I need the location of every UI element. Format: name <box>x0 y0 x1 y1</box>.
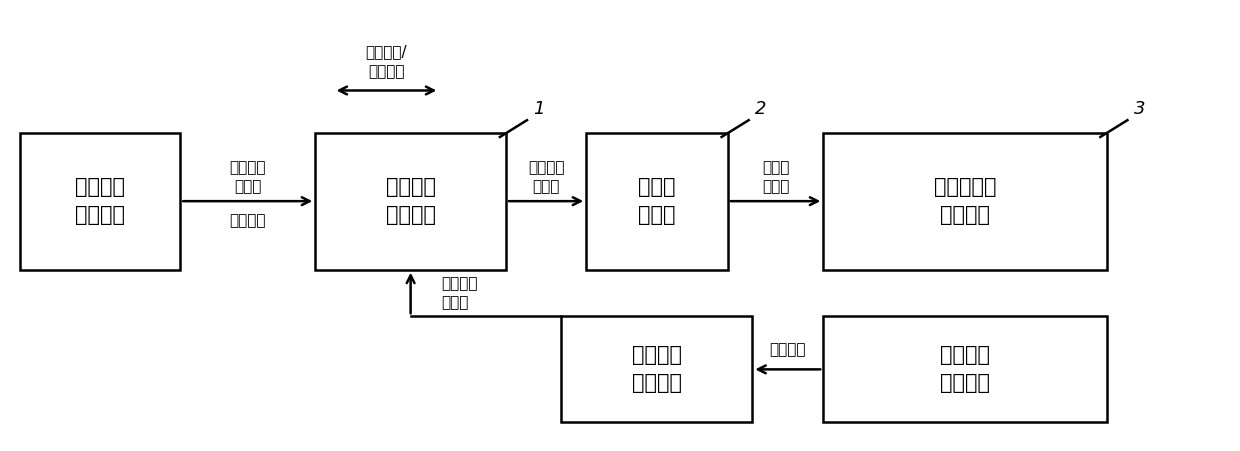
Bar <box>587 133 728 270</box>
Text: 驱动信号
输入端: 驱动信号 输入端 <box>229 160 265 194</box>
Text: 位移检
测模块: 位移检 测模块 <box>639 177 676 225</box>
Text: 检测电
压信号: 检测电 压信号 <box>761 160 789 194</box>
Bar <box>315 133 506 270</box>
Text: 调谐信号
产生模块: 调谐信号 产生模块 <box>940 345 990 393</box>
Text: 驱动信号: 驱动信号 <box>229 214 265 229</box>
Text: 振动位移
输出端: 振动位移 输出端 <box>528 160 564 194</box>
Text: 幅度和相位
提取模块: 幅度和相位 提取模块 <box>934 177 996 225</box>
Text: 调谐信号
放大模块: 调谐信号 放大模块 <box>632 345 682 393</box>
Text: 可调谐微
机械陀螺: 可调谐微 机械陀螺 <box>386 177 435 225</box>
Text: 2: 2 <box>755 100 766 118</box>
Text: 驱动信号
产生模块: 驱动信号 产生模块 <box>76 177 125 225</box>
Bar <box>20 133 180 270</box>
Text: 1: 1 <box>533 100 544 118</box>
Bar <box>562 316 753 423</box>
Text: 驱动模态/
检测模态: 驱动模态/ 检测模态 <box>366 45 407 79</box>
Bar <box>823 133 1106 270</box>
Text: 调谐信号
输入端: 调谐信号 输入端 <box>441 276 477 310</box>
Text: 3: 3 <box>1133 100 1145 118</box>
Bar <box>823 316 1106 423</box>
Text: 调谐信号: 调谐信号 <box>770 342 806 357</box>
